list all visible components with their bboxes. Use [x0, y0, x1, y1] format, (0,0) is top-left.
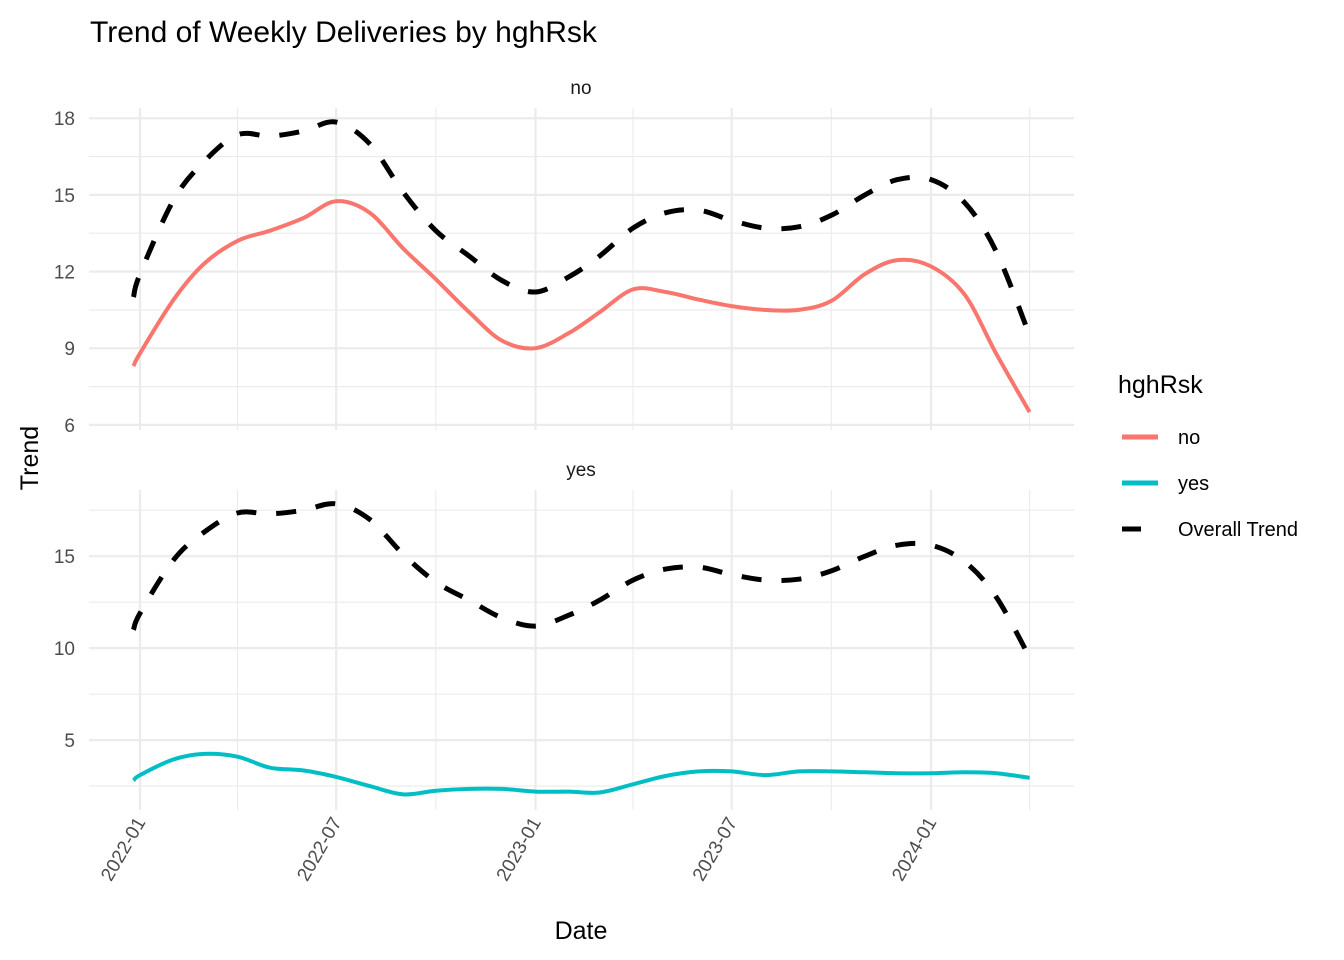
panel-no: no 6 9 12 15 18: [54, 78, 1074, 437]
x-tick-label: 2023-07: [689, 814, 742, 885]
panel-yes-series-yes: [132, 751, 1030, 797]
panel-no-lines: [131, 119, 1032, 414]
panel-yes-y-tick-label: 10: [54, 639, 75, 660]
y-axis-title: Trend: [16, 426, 44, 490]
x-tick-label: 2024-01: [888, 814, 941, 885]
panel-no-grid: [89, 108, 1074, 430]
legend-label-overall-trend: Overall Trend: [1178, 519, 1298, 541]
panel-yes-y-ticks: 5 10 15: [54, 547, 75, 752]
chart-title: Trend of Weekly Deliveries by hghRsk: [90, 16, 598, 49]
panel-yes-series-overall-trend: [131, 501, 1032, 659]
panel-no-y-tick-label: 18: [54, 109, 75, 130]
panel-yes-grid: [89, 490, 1074, 810]
legend-title: hghRsk: [1118, 371, 1203, 399]
x-tick-label: 2023-01: [493, 814, 546, 885]
legend-label-no: no: [1178, 427, 1200, 449]
strip-label-yes: yes: [566, 460, 596, 481]
panel-no-y-tick-label: 15: [54, 186, 75, 207]
legend: hghRsk no yes Overall Trend: [1118, 371, 1298, 541]
x-axis-title: Date: [555, 917, 608, 945]
panel-yes: yes 5 10 15: [54, 460, 1074, 810]
panel-no-y-ticks: 6 9 12 15 18: [54, 109, 75, 437]
panel-yes-y-tick-label: 5: [64, 731, 75, 752]
strip-label-no: no: [570, 78, 591, 99]
x-axis-tick-labels: 2022-01 2022-07 2023-01 2023-07 2024-01: [97, 814, 941, 885]
panel-no-y-tick-label: 6: [64, 416, 75, 437]
panel-yes-y-tick-label: 15: [54, 547, 75, 568]
x-tick-label: 2022-01: [97, 814, 150, 885]
panel-yes-lines: [131, 501, 1032, 797]
legend-label-yes: yes: [1178, 473, 1209, 495]
panel-no-y-tick-label: 9: [64, 339, 75, 360]
panel-no-series-no: [131, 199, 1032, 414]
panel-no-series-overall-trend: [131, 119, 1032, 337]
panel-no-y-tick-label: 12: [54, 263, 75, 284]
x-tick-label: 2022-07: [293, 814, 346, 885]
